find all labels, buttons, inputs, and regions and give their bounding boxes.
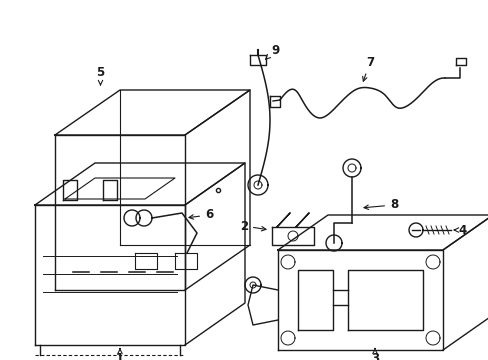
Text: 7: 7 — [362, 55, 373, 81]
Text: 3: 3 — [370, 348, 378, 360]
Text: 6: 6 — [188, 208, 213, 221]
Text: 1: 1 — [116, 348, 124, 360]
Text: 2: 2 — [240, 220, 265, 233]
Text: 5: 5 — [96, 66, 104, 85]
Text: 8: 8 — [363, 198, 397, 211]
Text: 4: 4 — [453, 224, 465, 237]
Text: 9: 9 — [265, 44, 279, 59]
